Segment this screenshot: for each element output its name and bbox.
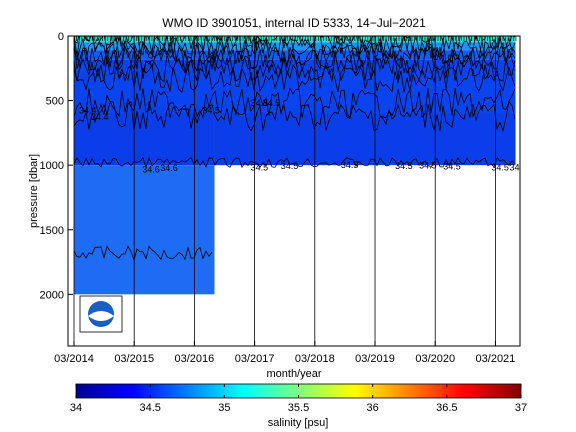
x-tick-label: 03/2021 — [476, 353, 516, 365]
plot-area: 34.434.434.534.534.534.6 34.5 34.5 34.5 34.5… — [73, 36, 527, 346]
colorbar-tick-label: 35.5 — [288, 402, 309, 414]
x-tick-label: 03/2016 — [175, 353, 215, 365]
contour-label: 34.5 — [202, 106, 220, 116]
contour-label: 34.4 — [79, 106, 97, 116]
x-tick-label: 03/2015 — [114, 353, 154, 365]
contour-label: 34.4 — [91, 112, 109, 122]
contour-line-upper-5 — [73, 53, 516, 83]
y-tick-label: 0 — [58, 31, 64, 43]
contour-line-deep — [73, 245, 213, 262]
colorbar-tick-label: 36 — [367, 402, 379, 414]
y-axis-label: pressure [dbar] — [28, 154, 40, 228]
contour-line-1000 — [73, 156, 516, 169]
contour-label: 34.5 — [491, 162, 509, 172]
contour-label: 34.5 — [341, 160, 359, 170]
contour-label: 34.5 — [419, 160, 437, 170]
colorbar-tick-label: 36.5 — [436, 402, 457, 414]
contour-line-upper-0 — [73, 36, 516, 55]
contour-label: 34.5 — [251, 162, 269, 172]
chart-title: WMO ID 3901051, internal ID 5333, 14−Jul… — [162, 16, 426, 30]
contour-label: 34.5 — [281, 161, 299, 171]
plot-frame — [67, 35, 521, 347]
x-tick-label: 03/2017 — [235, 353, 275, 365]
salinity-band-0-2 — [74, 50, 215, 60]
salinity-band-0-4 — [74, 113, 215, 166]
colorbar-tick-label: 34.5 — [139, 402, 160, 414]
contour-line-mid-0 — [73, 87, 516, 120]
x-axis-label: month/year — [266, 368, 321, 380]
contour-line-mid-1 — [73, 100, 516, 133]
contour-line-upper-4 — [73, 45, 516, 75]
x-tick-label: 03/2020 — [415, 353, 455, 365]
x-tick-label: 03/2018 — [295, 353, 335, 365]
colorbar-tick-label: 35 — [218, 402, 230, 414]
x-tick-label: 03/2019 — [355, 353, 395, 365]
y-tick-label: 1500 — [40, 225, 64, 237]
contour-label: 34.6 — [160, 163, 178, 173]
y-tick-label: 500 — [46, 96, 64, 108]
colorbar-tick-label: 34 — [70, 402, 82, 414]
contour-label: 34.6 — [509, 162, 527, 172]
salinity-band-1-4 — [214, 113, 516, 166]
x-tick-label: 03/2014 — [54, 353, 94, 365]
y-tick-label: 1000 — [40, 160, 64, 172]
contour-label: 34.5 — [251, 98, 269, 108]
salinity-band-0-5 — [74, 165, 215, 295]
colorbar-label: salinity [psu] — [268, 417, 329, 429]
salinity-band-1-2 — [214, 50, 516, 60]
contour-label: 34.5 — [395, 161, 413, 171]
contour-label: 34.5 — [443, 162, 461, 172]
contour-line-upper-6 — [73, 63, 516, 93]
contour-line-upper-3 — [73, 40, 516, 71]
contour-label: 34.6 — [142, 164, 160, 174]
noaa-logo — [79, 295, 123, 333]
colorbar-tick-label: 37 — [515, 402, 527, 414]
contour-label: 34.5 — [263, 98, 281, 108]
y-tick-label: 2000 — [40, 289, 64, 301]
